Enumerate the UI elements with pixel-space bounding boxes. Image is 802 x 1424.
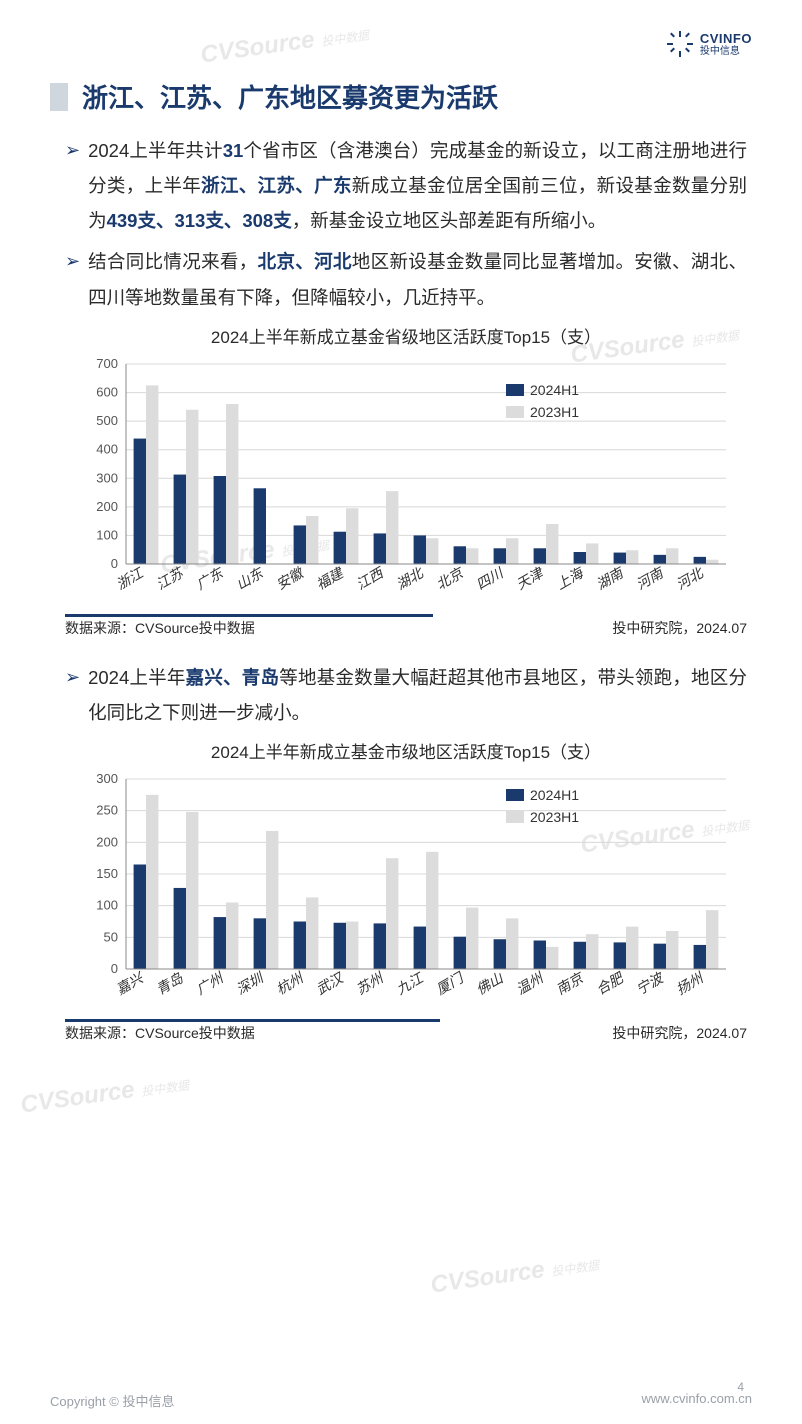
svg-text:0: 0: [111, 556, 118, 571]
svg-text:江苏: 江苏: [153, 563, 187, 592]
website: www.cvinfo.com.cn: [641, 1391, 752, 1410]
source-left: 数据来源：CVSource投中数据: [65, 1023, 255, 1043]
chart1-source: 数据来源：CVSource投中数据 投中研究院，2024.07: [65, 614, 747, 638]
svg-text:广东: 广东: [193, 563, 227, 592]
svg-text:250: 250: [96, 803, 118, 818]
svg-text:天津: 天津: [513, 563, 547, 592]
svg-text:北京: 北京: [433, 563, 467, 592]
watermark: CVSource 投中数据: [19, 1068, 191, 1119]
svg-text:厦门: 厦门: [433, 969, 467, 998]
svg-text:广州: 广州: [193, 969, 227, 998]
logo: CVINFO 投中信息: [666, 30, 752, 58]
svg-text:2023H1: 2023H1: [530, 404, 579, 420]
bullet-icon: ➢: [65, 133, 80, 238]
svg-text:200: 200: [96, 834, 118, 849]
chart1: 0 100 200 300 400 500 600 700 浙江江苏广东山东安徽福建江西湖北北京…: [66, 354, 746, 614]
chart1-title: 2024上半年新成立基金省级地区活跃度Top15（支）: [65, 323, 747, 348]
bullet-3-text: 2024上半年嘉兴、青岛等地基金数量大幅赶超其他市县地区，带头领跑，地区分化同比…: [88, 660, 747, 730]
svg-text:宁波: 宁波: [633, 969, 667, 998]
source-right: 投中研究院，2024.07: [612, 1023, 747, 1043]
bullet-1-text: 2024上半年共计31个省市区（含港澳台）完成基金的新设立，以工商注册地进行分类…: [88, 133, 747, 238]
bullet-icon: ➢: [65, 660, 80, 730]
svg-text:400: 400: [96, 441, 118, 456]
source-left: 数据来源：CVSource投中数据: [65, 618, 255, 638]
svg-text:河南: 河南: [633, 563, 667, 592]
svg-text:0: 0: [111, 961, 118, 976]
svg-text:2023H1: 2023H1: [530, 809, 579, 825]
svg-text:武汉: 武汉: [313, 969, 347, 998]
logo-icon: [666, 30, 694, 58]
logo-text: CVINFO: [700, 32, 752, 45]
bullet-icon: ➢: [65, 244, 80, 314]
svg-text:50: 50: [104, 929, 118, 944]
source-right: 投中研究院，2024.07: [612, 618, 747, 638]
chart2-title: 2024上半年新成立基金市级地区活跃度Top15（支）: [65, 738, 747, 763]
svg-text:南京: 南京: [553, 969, 587, 998]
svg-text:山东: 山东: [233, 563, 267, 592]
bullet-1: ➢ 2024上半年共计31个省市区（含港澳台）完成基金的新设立，以工商注册地进行…: [65, 133, 747, 238]
copyright: Copyright © 投中信息: [50, 1391, 174, 1410]
header: CVINFO 投中信息: [0, 0, 802, 58]
chart2-svg: 0 50 100 150 200 250 300 嘉兴青岛广州深圳杭州武汉苏州九江厦门佛山温州…: [66, 769, 746, 1019]
svg-text:200: 200: [96, 499, 118, 514]
chart2: 0 50 100 150 200 250 300 嘉兴青岛广州深圳杭州武汉苏州九江厦门佛山温州…: [66, 769, 746, 1019]
svg-text:河北: 河北: [673, 563, 707, 592]
svg-text:青岛: 青岛: [153, 969, 186, 997]
svg-text:湖南: 湖南: [593, 563, 627, 592]
svg-text:300: 300: [96, 470, 118, 485]
svg-text:九江: 九江: [393, 969, 427, 998]
bullet-2-text: 结合同比情况来看，北京、河北地区新设基金数量同比显著增加。安徽、湖北、四川等地数…: [88, 244, 747, 314]
svg-text:600: 600: [96, 384, 118, 399]
svg-text:150: 150: [96, 866, 118, 881]
svg-text:700: 700: [96, 356, 118, 371]
svg-text:300: 300: [96, 771, 118, 786]
title-marker: [50, 83, 68, 111]
watermark: CVSource 投中数据: [429, 1248, 601, 1299]
svg-text:湖北: 湖北: [393, 563, 427, 592]
svg-text:嘉兴: 嘉兴: [113, 969, 147, 998]
svg-text:江西: 江西: [353, 563, 387, 592]
title-row: 浙江、江苏、广东地区募资更为活跃: [0, 58, 802, 115]
chart1-svg: 0 100 200 300 400 500 600 700 浙江江苏广东山东安徽福建江西湖北北京…: [66, 354, 746, 614]
svg-text:深圳: 深圳: [233, 969, 267, 998]
svg-text:温州: 温州: [513, 969, 547, 998]
page-title: 浙江、江苏、广东地区募资更为活跃: [82, 78, 498, 115]
bullet-2: ➢ 结合同比情况来看，北京、河北地区新设基金数量同比显著增加。安徽、湖北、四川等…: [65, 244, 747, 314]
svg-text:2024H1: 2024H1: [530, 787, 579, 803]
svg-text:四川: 四川: [473, 563, 507, 592]
footer: Copyright © 投中信息 www.cvinfo.com.cn: [0, 1391, 802, 1410]
bullet-3: ➢ 2024上半年嘉兴、青岛等地基金数量大幅赶超其他市县地区，带头领跑，地区分化…: [65, 660, 747, 730]
svg-text:苏州: 苏州: [353, 969, 387, 998]
svg-text:合肥: 合肥: [593, 969, 627, 998]
logo-subtext: 投中信息: [700, 47, 752, 57]
svg-text:100: 100: [96, 527, 118, 542]
svg-text:浙江: 浙江: [113, 563, 147, 592]
chart2-source: 数据来源：CVSource投中数据 投中研究院，2024.07: [65, 1019, 747, 1043]
svg-text:上海: 上海: [553, 563, 587, 592]
svg-text:2024H1: 2024H1: [530, 382, 579, 398]
svg-text:扬州: 扬州: [673, 969, 707, 998]
svg-text:100: 100: [96, 898, 118, 913]
svg-text:杭州: 杭州: [273, 969, 307, 998]
svg-text:安徽: 安徽: [273, 563, 307, 592]
svg-text:福建: 福建: [313, 563, 347, 592]
svg-text:佛山: 佛山: [473, 969, 506, 997]
svg-text:500: 500: [96, 413, 118, 428]
